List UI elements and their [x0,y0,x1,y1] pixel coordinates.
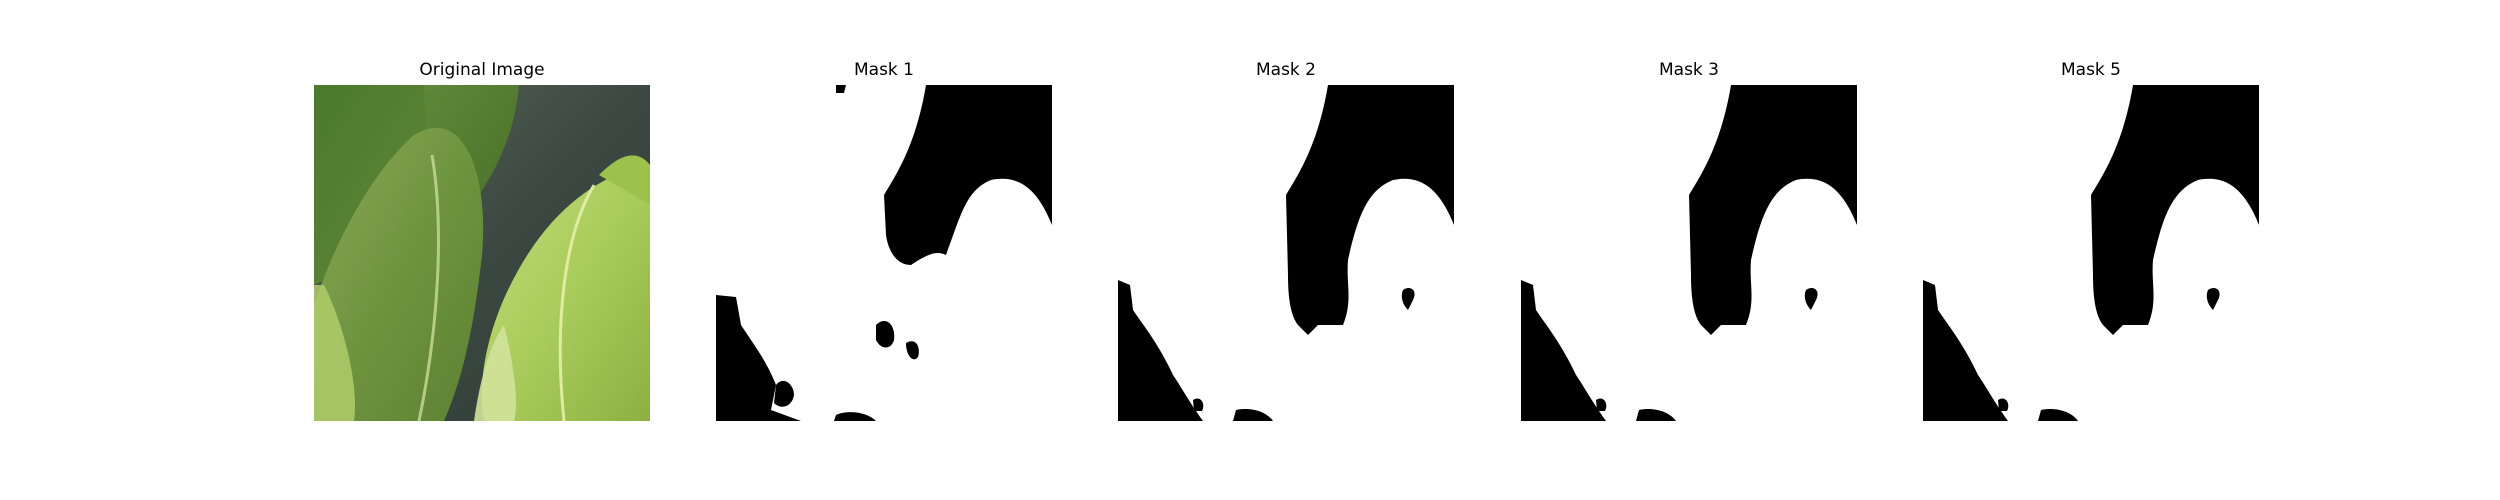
mask-1-image [716,85,1052,421]
panel-original-image: Original Image [314,0,650,500]
panel-title: Mask 5 [2060,60,2121,80]
mask-3-image [1521,85,1857,421]
panel-title: Mask 1 [853,60,914,80]
mask-5-image [1923,85,2259,421]
original-image [314,85,650,421]
panel-title: Mask 3 [1658,60,1719,80]
panel-title: Original Image [419,60,545,80]
panel-mask-5: Mask 5 [1923,0,2259,500]
panel-mask-3: Mask 3 [1521,0,1857,500]
panel-title: Mask 2 [1255,60,1316,80]
mask-2-image [1118,85,1454,421]
panel-mask-1: Mask 1 [716,0,1052,500]
panel-mask-2: Mask 2 [1118,0,1454,500]
